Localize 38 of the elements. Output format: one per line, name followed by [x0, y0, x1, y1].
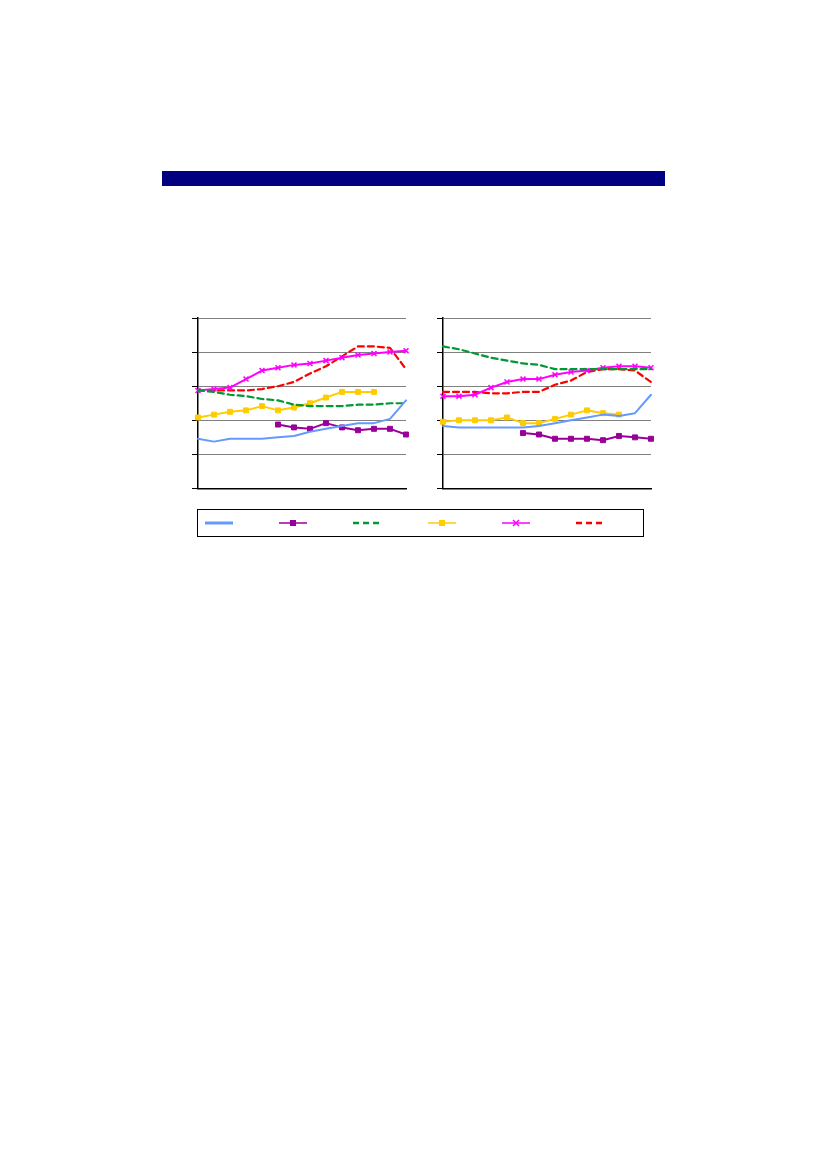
point: [567, 368, 575, 376]
point: [472, 417, 478, 424]
point: [568, 411, 574, 418]
point: [243, 407, 249, 414]
point: [355, 427, 361, 434]
point: [323, 394, 329, 401]
point: [584, 407, 590, 414]
point: [520, 430, 526, 437]
point: [600, 437, 606, 444]
point: [536, 431, 542, 438]
point: [504, 414, 510, 421]
point: [456, 417, 462, 424]
point: [616, 432, 622, 439]
point: [275, 421, 281, 428]
point: [568, 435, 574, 442]
point: [291, 404, 297, 411]
point: [227, 408, 233, 415]
point: [371, 388, 377, 395]
point: [584, 435, 590, 442]
point: [488, 417, 494, 424]
point: [520, 420, 526, 427]
point: [275, 407, 281, 414]
point: [403, 431, 409, 438]
point: [211, 411, 217, 418]
point: [339, 388, 345, 395]
point: [323, 420, 329, 427]
point: [632, 434, 638, 441]
point: [355, 388, 361, 395]
point: [291, 424, 297, 431]
point: [210, 385, 218, 393]
point: [648, 435, 654, 442]
point: [440, 418, 446, 425]
point: [387, 425, 393, 432]
point: [371, 425, 377, 432]
point: [552, 435, 558, 442]
point: [195, 414, 201, 421]
point: [552, 415, 558, 422]
point: [259, 403, 265, 410]
